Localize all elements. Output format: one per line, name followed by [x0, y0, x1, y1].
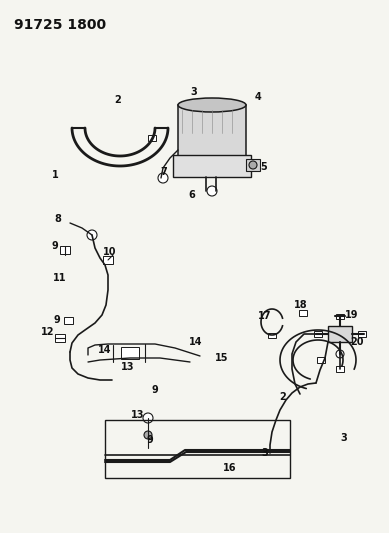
- Text: 10: 10: [103, 247, 117, 257]
- Circle shape: [207, 186, 217, 196]
- Text: 3: 3: [262, 448, 268, 458]
- Bar: [336, 366, 344, 372]
- Text: 7: 7: [161, 167, 167, 177]
- Bar: [103, 256, 113, 264]
- Ellipse shape: [178, 98, 246, 112]
- Circle shape: [144, 431, 152, 439]
- Text: 3: 3: [191, 87, 197, 97]
- Text: 9: 9: [152, 385, 158, 395]
- Circle shape: [336, 350, 344, 358]
- Bar: [121, 347, 139, 359]
- Bar: [314, 331, 322, 337]
- Bar: [55, 334, 65, 342]
- Bar: [268, 333, 276, 337]
- Text: 8: 8: [54, 214, 61, 224]
- Bar: [246, 159, 260, 171]
- Bar: [148, 135, 156, 141]
- Bar: [317, 357, 325, 363]
- Text: 13: 13: [121, 362, 135, 372]
- Bar: [178, 105, 246, 177]
- Text: 12: 12: [41, 327, 55, 337]
- Text: 11: 11: [53, 273, 67, 283]
- Text: 2: 2: [115, 95, 121, 105]
- Text: 3: 3: [341, 433, 347, 443]
- Bar: [336, 313, 344, 319]
- Text: 9: 9: [147, 435, 153, 445]
- Text: 16: 16: [223, 463, 237, 473]
- Text: 1: 1: [52, 170, 58, 180]
- Text: 4: 4: [255, 92, 261, 102]
- Text: 6: 6: [189, 190, 195, 200]
- Bar: [358, 331, 366, 337]
- Text: 13: 13: [131, 410, 145, 420]
- Text: 14: 14: [98, 345, 112, 355]
- Circle shape: [87, 230, 97, 240]
- Text: 15: 15: [215, 353, 229, 363]
- Bar: [60, 246, 70, 254]
- Text: 19: 19: [345, 310, 359, 320]
- Text: 14: 14: [189, 337, 203, 347]
- Circle shape: [158, 173, 168, 183]
- Text: 5: 5: [261, 162, 267, 172]
- Text: 9: 9: [54, 315, 60, 325]
- Text: 2: 2: [280, 392, 286, 402]
- Text: 17: 17: [258, 311, 272, 321]
- Text: 20: 20: [350, 337, 364, 347]
- Text: 18: 18: [294, 300, 308, 310]
- Text: 9: 9: [52, 241, 58, 251]
- Bar: [173, 155, 251, 177]
- Bar: [63, 317, 72, 324]
- Bar: [299, 310, 307, 316]
- Bar: [328, 326, 352, 342]
- Bar: [105, 420, 290, 478]
- Circle shape: [249, 161, 257, 169]
- Text: 91725 1800: 91725 1800: [14, 18, 106, 32]
- Circle shape: [143, 413, 153, 423]
